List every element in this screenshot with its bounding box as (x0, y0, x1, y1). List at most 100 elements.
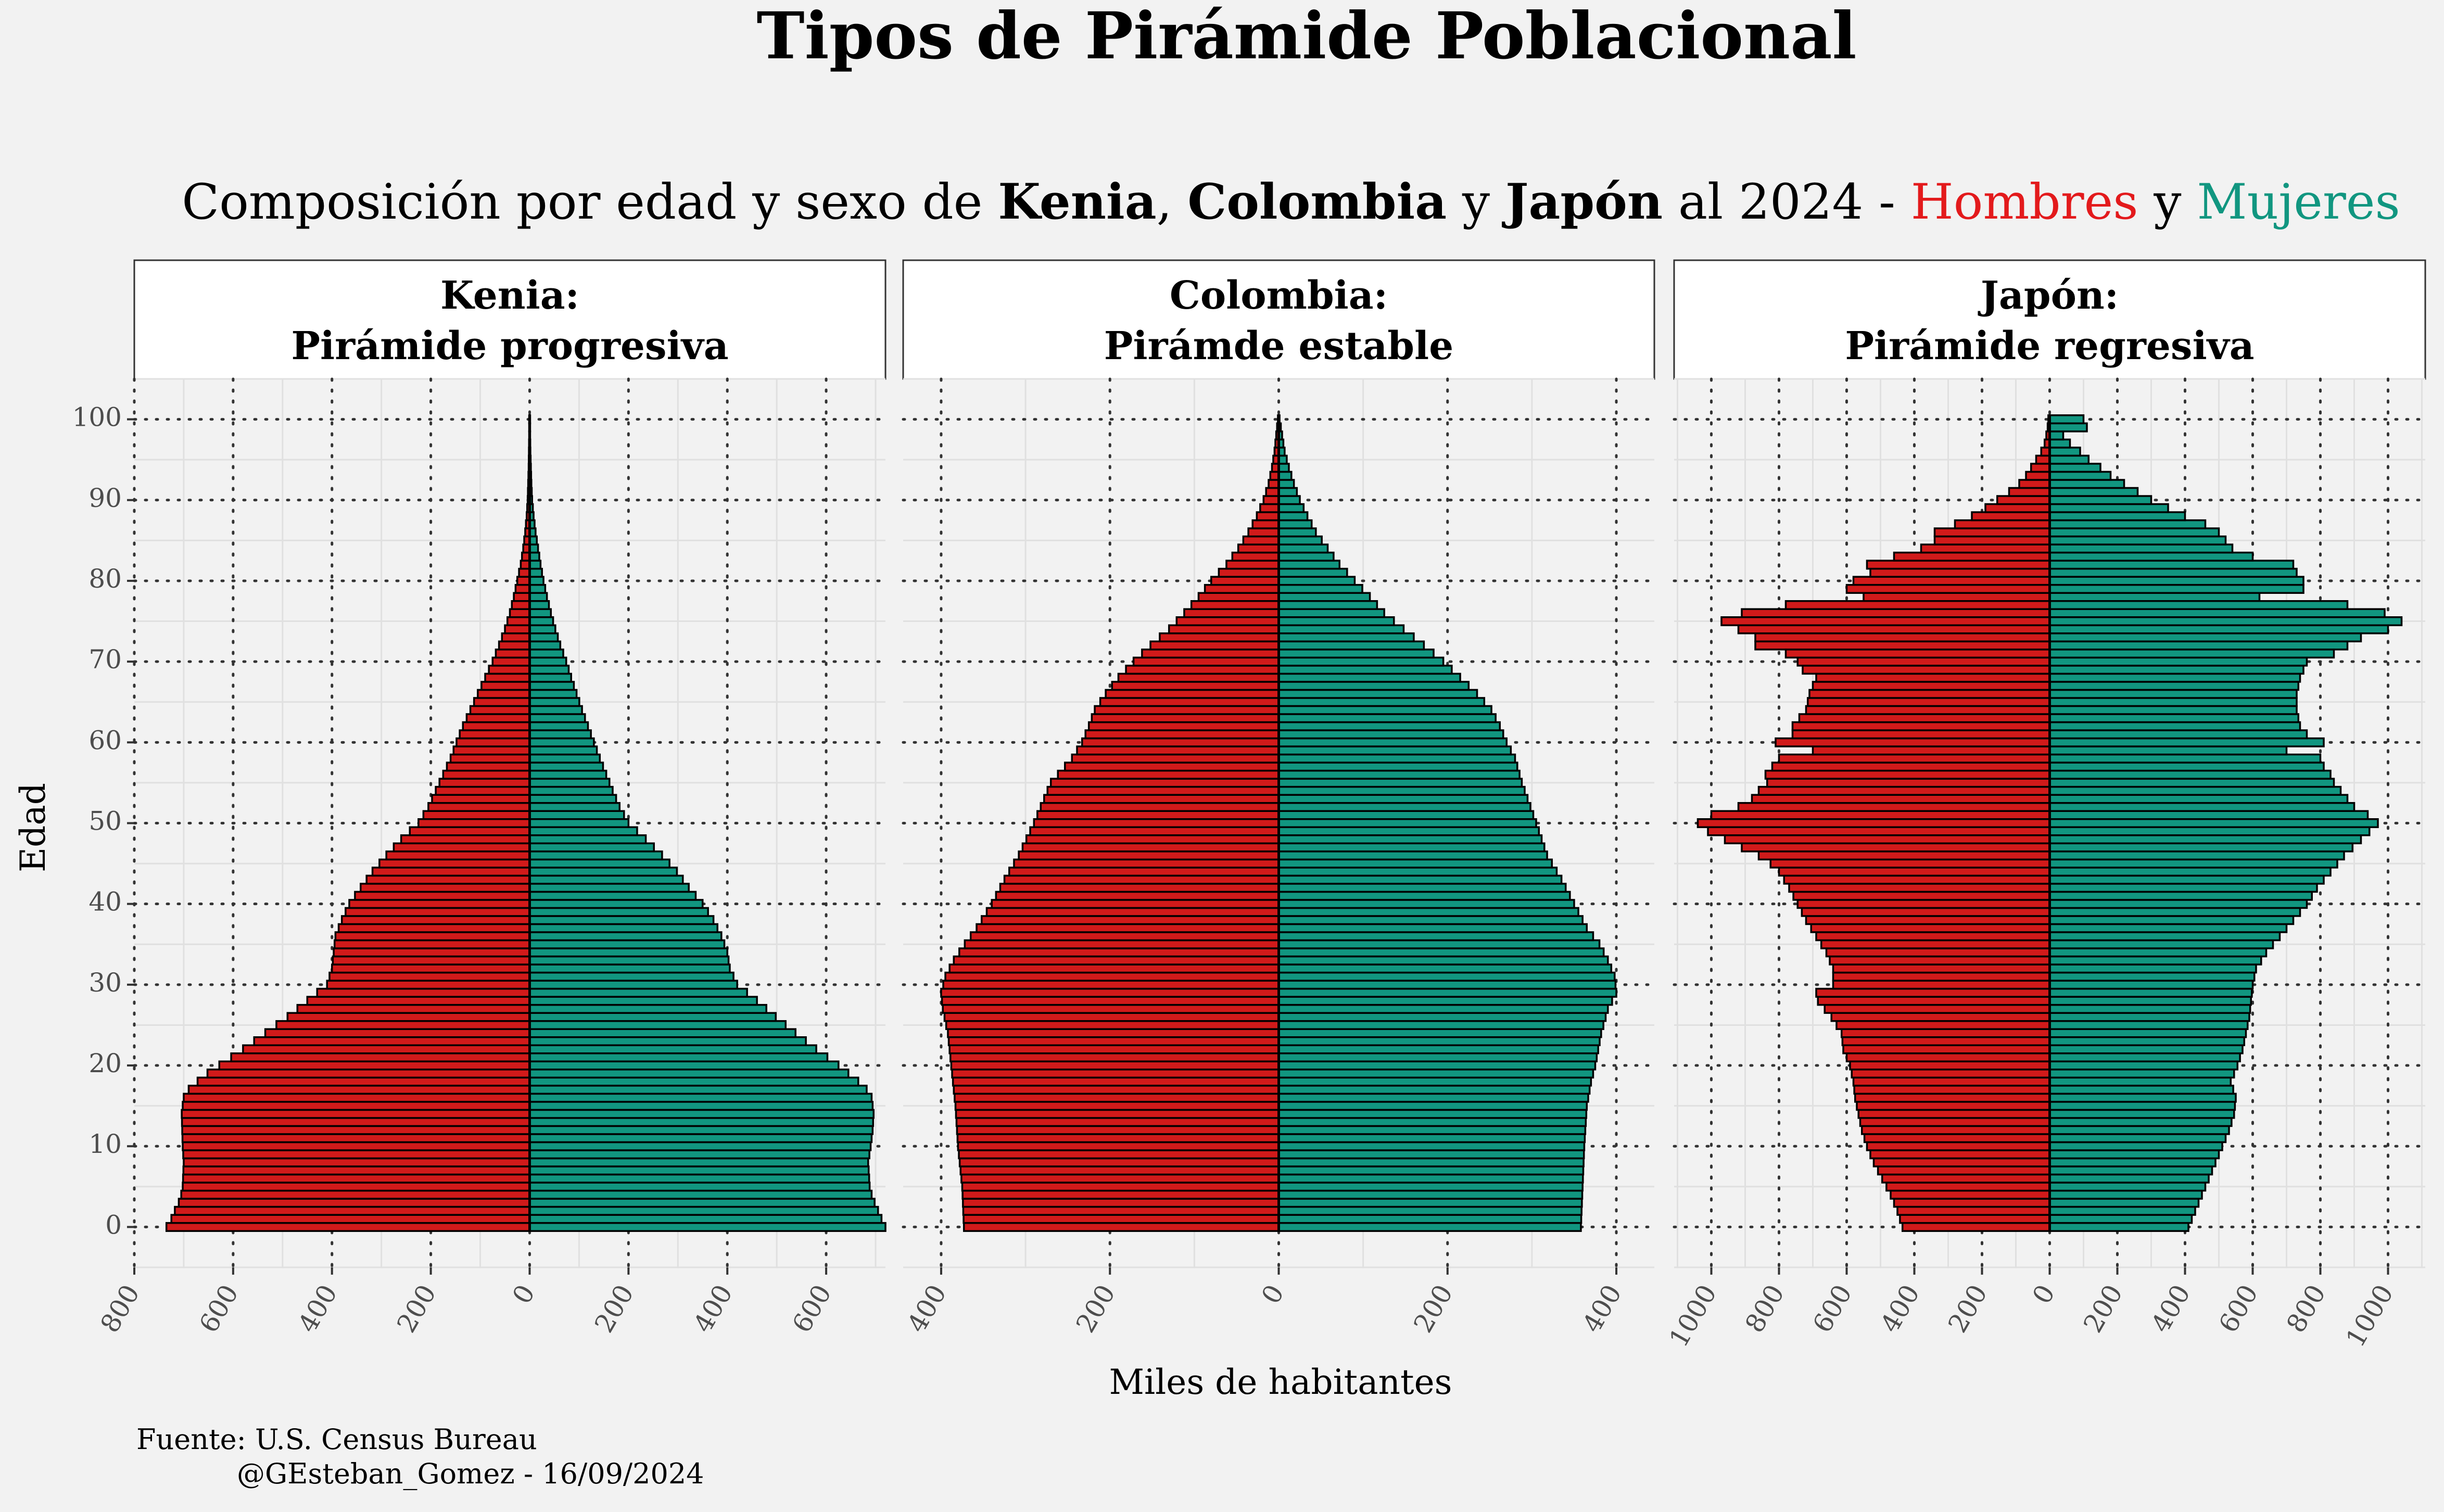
x-tick-label: 200 (589, 1280, 640, 1338)
bar-female (1277, 947, 1605, 958)
bar-female (1277, 543, 1329, 554)
bar-male (1815, 987, 2051, 998)
bar-female (2048, 915, 2295, 925)
bar-male (438, 778, 531, 788)
bar-male (1775, 737, 2051, 747)
bar-male (1084, 729, 1280, 740)
bar-female (2048, 479, 2125, 489)
bar-male (1996, 495, 2051, 505)
bar-female (2048, 1020, 2249, 1030)
bar-female (2048, 551, 2254, 562)
bar-male (955, 1109, 1280, 1119)
y-tick-label: 10 (88, 1129, 122, 1159)
bar-male (944, 971, 1280, 982)
subtitle-segment: Mujeres (2197, 174, 2400, 231)
bar-female (528, 1069, 850, 1079)
bar-male (1081, 737, 1280, 747)
bar-female (528, 971, 735, 982)
bar-male (1808, 689, 2051, 699)
bar-male (1043, 794, 1280, 804)
bar-female (528, 1133, 873, 1143)
bar-female (528, 560, 542, 570)
bar-male (1954, 519, 2051, 529)
bar-male (360, 883, 531, 893)
bar-female (1277, 567, 1348, 578)
x-tick-label: 600 (194, 1280, 245, 1338)
bar-female (2048, 583, 2304, 594)
bar-male (1893, 551, 2051, 562)
bar-male (1175, 616, 1280, 627)
x-axis-title: Miles de habitantes (1109, 1362, 1452, 1402)
bar-male (306, 996, 531, 1006)
bar-male (1885, 1181, 2051, 1192)
bar-female (2048, 947, 2268, 958)
bar-male (1853, 1085, 2051, 1095)
bar-female (1277, 1117, 1587, 1127)
bar-male (181, 1125, 531, 1135)
bar-male (495, 649, 531, 659)
bar-male (1710, 810, 2051, 820)
bar-female (528, 616, 554, 627)
x-tick-label: 400 (902, 1280, 953, 1338)
bar-female (1277, 689, 1478, 699)
bar-male (1183, 608, 1280, 618)
bar-male (1190, 600, 1280, 611)
bar-female (2048, 519, 2207, 529)
subtitle-segment: Composición por edad y sexo de (182, 174, 998, 231)
bar-male (961, 1189, 1280, 1200)
bar-male (400, 834, 531, 845)
bar-female (528, 778, 611, 788)
bar-female (2048, 697, 2298, 707)
bar-female (1277, 608, 1385, 618)
bar-female (1277, 1133, 1586, 1143)
bar-male (1832, 971, 2051, 982)
bar-female (2048, 1012, 2250, 1022)
bar-male (956, 1125, 1280, 1135)
bar-male (963, 1222, 1280, 1232)
bar-male (511, 600, 531, 611)
bar-female (528, 826, 638, 836)
x-tick-label: 400 (292, 1280, 343, 1338)
bar-female (1277, 842, 1546, 853)
bar-female (2048, 640, 2349, 651)
bar-female (1277, 681, 1470, 691)
bar-female (2048, 769, 2332, 780)
bar-male (1696, 818, 2051, 829)
bar-female (1277, 535, 1323, 545)
bar-male (1835, 1020, 2051, 1030)
bar-female (528, 858, 670, 869)
bar-male (1801, 907, 2051, 917)
bar-male (218, 1060, 531, 1071)
bar-male (947, 1028, 1280, 1038)
bar-male (950, 1060, 1280, 1071)
bar-male (333, 947, 531, 958)
bar-male (477, 689, 531, 699)
bar-male (488, 665, 531, 675)
bar-female (1277, 1052, 1598, 1063)
bar-male (1724, 834, 2051, 845)
bar-female (2048, 672, 2301, 683)
bar-female (2048, 1181, 2207, 1192)
bar-female (1277, 1165, 1585, 1176)
bar-male (385, 850, 531, 861)
x-tick-label: 600 (787, 1280, 838, 1338)
bar-male (340, 915, 531, 925)
bar-female (1277, 939, 1601, 949)
bar-male (1798, 713, 2051, 723)
bar-female (528, 818, 630, 829)
bar-male (333, 939, 531, 949)
caption-source: Fuente: U.S. Census Bureau (136, 1423, 537, 1456)
bar-male (378, 858, 531, 869)
bar-female (528, 745, 598, 756)
bar-female (528, 931, 723, 942)
bar-female (2048, 471, 2112, 481)
bar-female (528, 1181, 871, 1192)
subtitle-segment: Kenia (998, 173, 1156, 231)
bar-male (187, 1085, 531, 1095)
bar-female (2048, 414, 2085, 425)
bar-female (2048, 1222, 2189, 1232)
bar-male (1869, 567, 2051, 578)
bar-female (528, 1165, 870, 1176)
bar-female (2048, 980, 2254, 990)
bar-female (1277, 592, 1371, 602)
